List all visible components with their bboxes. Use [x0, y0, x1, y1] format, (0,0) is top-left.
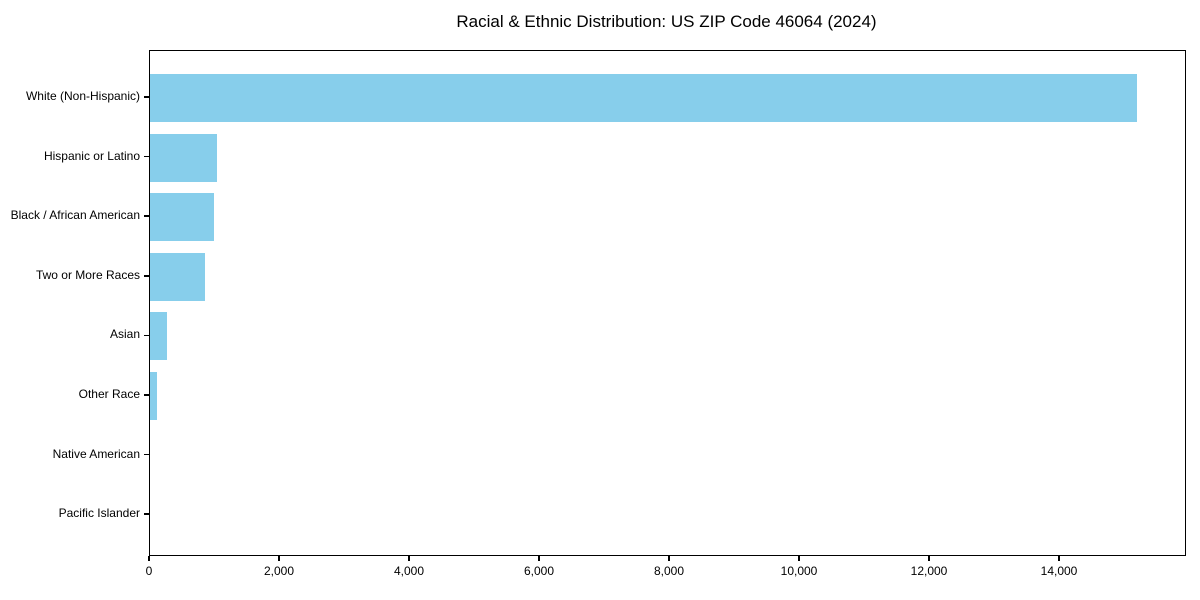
x-tick-mark	[408, 556, 410, 561]
x-tick-label: 4,000	[393, 564, 425, 578]
y-tick-mark	[144, 453, 149, 456]
x-tick-mark	[1058, 556, 1060, 561]
x-tick-label: 6,000	[523, 564, 555, 578]
y-tick-mark	[144, 513, 149, 515]
bar	[150, 74, 1137, 122]
bar	[150, 372, 157, 420]
y-tick-label: Two or More Races	[35, 267, 140, 282]
bar	[150, 133, 217, 182]
chart-title: Racial & Ethnic Distribution: US ZIP Cod…	[456, 12, 877, 31]
x-tick-label: 8,000	[653, 564, 685, 578]
y-tick-mark	[144, 334, 149, 337]
y-tick-mark	[144, 215, 149, 217]
x-tick-mark	[668, 556, 670, 561]
y-tick-mark	[144, 96, 149, 98]
x-tick-label: 10,000	[780, 564, 818, 578]
y-tick-label: Hispanic or Latino	[43, 148, 140, 163]
y-tick-label: Black / African American	[10, 208, 140, 223]
y-tick-mark	[144, 275, 149, 277]
x-tick-mark	[148, 556, 150, 561]
x-tick-mark	[278, 556, 280, 561]
bar	[150, 193, 214, 242]
y-tick-label: Other Race	[78, 387, 140, 401]
x-tick-label: 14,000	[1040, 564, 1078, 578]
y-tick-label: Asian	[109, 327, 140, 342]
y-tick-label: White (Non-Hispanic)	[25, 89, 140, 103]
x-tick-mark	[928, 556, 930, 561]
x-tick-label: 12,000	[910, 564, 948, 578]
y-tick-label: Pacific Islander	[58, 506, 140, 521]
y-tick-mark	[144, 394, 149, 396]
plot-area	[149, 50, 1186, 556]
x-tick-mark	[798, 556, 800, 561]
x-tick-label: 0	[145, 564, 153, 578]
y-tick-mark	[144, 155, 149, 158]
bar	[150, 252, 205, 301]
bar	[150, 312, 167, 361]
x-tick-label: 2,000	[263, 564, 295, 578]
y-tick-label: Native American	[52, 446, 140, 461]
x-tick-mark	[538, 556, 540, 561]
